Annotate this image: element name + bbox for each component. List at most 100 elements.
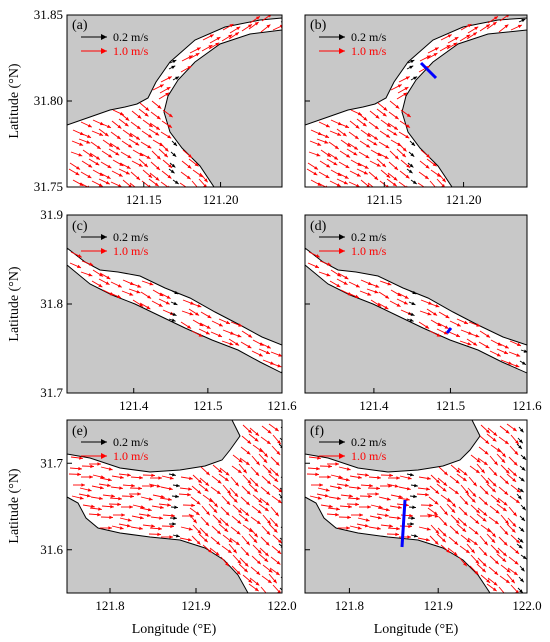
vector-arrowhead — [334, 156, 339, 160]
vector-arrowhead — [313, 171, 318, 176]
vector-arrowhead — [362, 122, 367, 127]
vector-arrowhead — [474, 530, 479, 535]
vector-arrowhead — [317, 456, 321, 460]
vector-arrowhead — [189, 312, 194, 316]
vector-arrowhead — [86, 493, 91, 498]
vector-arrowhead — [355, 294, 360, 298]
vector-arrowhead — [393, 131, 398, 136]
vector-arrowhead — [446, 549, 451, 553]
vector-arrowhead — [519, 589, 523, 593]
vector-arrowhead — [256, 520, 261, 525]
vector-arrowhead — [505, 469, 510, 474]
vector-arrowhead — [314, 166, 319, 170]
vector-arrowhead — [121, 513, 125, 517]
vector-arrowhead — [171, 318, 176, 322]
vector-arrowhead — [396, 303, 401, 307]
vector-arrowhead — [151, 524, 155, 528]
vector-arrowhead — [443, 482, 448, 486]
vector-arrowhead — [356, 173, 361, 177]
vector-arrowhead — [505, 429, 510, 434]
vector-arrowhead — [359, 513, 363, 517]
vector-arrowhead — [267, 469, 272, 474]
vector-arrowhead — [149, 282, 154, 286]
vector-arrowhead — [205, 471, 210, 476]
vector-arrowhead — [482, 517, 487, 522]
legend-text: 0.2 m/s — [351, 435, 387, 449]
vector-arrowhead — [471, 549, 475, 554]
vector-arrowhead — [354, 135, 359, 140]
vector-arrowhead — [127, 154, 132, 159]
vector-arrowhead — [168, 124, 172, 128]
vector-arrowhead — [218, 469, 223, 473]
vector-arrowhead — [515, 590, 519, 593]
y-axis-title-row1: Latitude (°N) — [7, 63, 22, 139]
vector-arrowhead — [513, 461, 518, 466]
vector-arrowhead — [273, 579, 277, 584]
x-tick-label: 121.5 — [436, 398, 465, 413]
vector-arrowhead — [204, 532, 209, 537]
vector-arrowhead — [496, 499, 501, 503]
vector-arrowhead — [119, 162, 124, 166]
vector-arrowhead — [395, 104, 400, 109]
vector-arrowhead — [389, 473, 393, 478]
panel-label-b: (b) — [310, 18, 327, 33]
vector-arrowhead — [138, 163, 143, 167]
vector-arrowhead — [98, 183, 103, 187]
vector-arrowhead — [436, 173, 441, 177]
panel-label-c: (c) — [72, 219, 88, 234]
vector-arrowhead — [254, 21, 259, 26]
vector-arrowhead — [324, 493, 329, 498]
legend-arrowhead — [339, 234, 345, 240]
vector-arrowhead — [264, 453, 268, 458]
vector-arrowhead — [277, 590, 281, 593]
vector-arrowhead — [268, 568, 273, 573]
panel-c-water — [67, 247, 282, 374]
vector-arrowhead — [136, 176, 141, 180]
vector-arrowhead — [266, 491, 271, 495]
vector-arrowhead — [160, 505, 164, 510]
vector-arrowhead — [325, 174, 330, 178]
vector-arrowhead — [354, 146, 358, 150]
vector-arrowhead — [356, 496, 360, 501]
vector-arrowhead — [452, 503, 456, 508]
vector-arrowhead — [175, 76, 180, 80]
panel-f-cross-section — [400, 499, 407, 548]
vector-arrowhead — [444, 325, 449, 329]
vector-arrowhead — [451, 509, 456, 513]
vector-arrowhead — [485, 480, 490, 484]
legend-arrowhead — [101, 248, 107, 254]
legend-text: 0.2 m/s — [351, 30, 387, 44]
vector-arrowhead — [274, 427, 279, 432]
vector-arrowhead — [433, 53, 438, 57]
legend-text: 1.0 m/s — [351, 44, 387, 58]
vector-arrowhead — [443, 331, 448, 335]
vector-arrowhead — [155, 176, 160, 181]
vector-arrowhead — [456, 323, 461, 327]
vector-arrowhead — [326, 273, 331, 277]
vector-arrowhead — [475, 509, 480, 514]
vector-arrowhead — [171, 472, 176, 477]
vector-arrowhead — [105, 181, 110, 185]
vector-arrowhead — [447, 34, 452, 38]
vector-arrowhead — [174, 180, 179, 185]
vector-arrowhead — [197, 479, 202, 484]
vector-arrowhead — [517, 24, 522, 29]
vector-arrowhead — [209, 34, 214, 38]
vector-arrowhead — [405, 76, 410, 80]
vector-arrowhead — [199, 322, 204, 327]
vector-arrowhead — [385, 144, 390, 149]
vector-arrowhead — [127, 518, 132, 522]
vector-arrowhead — [97, 512, 101, 517]
vector-arrowhead — [408, 169, 413, 174]
vector-arrowhead — [119, 526, 124, 530]
vector-arrowhead — [187, 164, 192, 169]
vector-arrowhead — [515, 440, 519, 445]
vector-arrowhead — [394, 484, 399, 488]
vector-arrowhead — [329, 504, 333, 509]
vector-arrowhead — [435, 479, 440, 484]
vector-arrowhead — [263, 459, 268, 463]
panel-f-frame — [304, 419, 528, 594]
vector-arrowhead — [194, 162, 199, 167]
vector-arrowhead — [97, 462, 101, 466]
vector-arrowhead — [157, 104, 162, 109]
